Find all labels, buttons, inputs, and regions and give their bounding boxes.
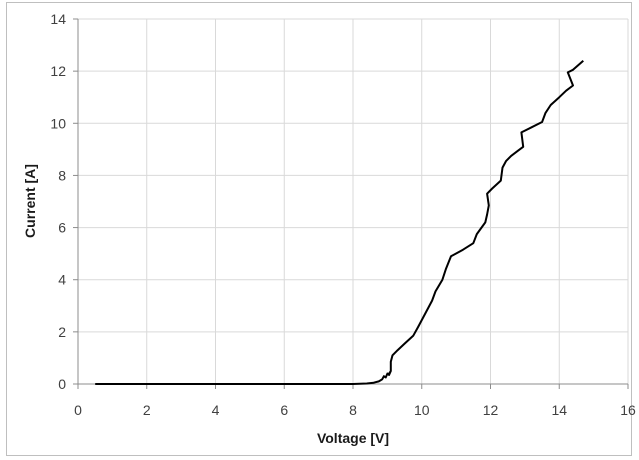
y-tick-label: 8 bbox=[58, 167, 66, 183]
x-tick-label: 14 bbox=[551, 402, 567, 418]
series-layer bbox=[95, 59, 584, 385]
chart-area bbox=[6, 2, 632, 456]
y-tick-label: 0 bbox=[58, 376, 66, 392]
x-tick-label: 0 bbox=[74, 402, 82, 418]
y-tick-label: 10 bbox=[50, 115, 66, 131]
axes bbox=[73, 18, 629, 389]
y-tick-label: 6 bbox=[58, 220, 66, 236]
y-tick-label: 12 bbox=[50, 63, 66, 79]
y-tick-label: 14 bbox=[50, 11, 66, 27]
x-tick-label: 12 bbox=[483, 402, 499, 418]
y-tick-label: 2 bbox=[58, 324, 66, 340]
y-axis-title: Current [A] bbox=[22, 164, 38, 238]
x-axis-title: Voltage [V] bbox=[317, 430, 389, 446]
y-tick-label: 4 bbox=[58, 272, 66, 288]
tick-labels: 0 2 4 6 8 10 12 14 0 2 4 6 8 10 12 14 16 bbox=[50, 11, 636, 418]
x-tick-label: 16 bbox=[620, 402, 636, 418]
grid bbox=[78, 18, 629, 384]
x-tick-label: 4 bbox=[212, 402, 220, 418]
x-tick-label: 10 bbox=[414, 402, 430, 418]
x-tick-label: 2 bbox=[143, 402, 151, 418]
series-line bbox=[95, 59, 584, 385]
x-tick-label: 6 bbox=[280, 402, 288, 418]
x-tick-label: 8 bbox=[349, 402, 357, 418]
